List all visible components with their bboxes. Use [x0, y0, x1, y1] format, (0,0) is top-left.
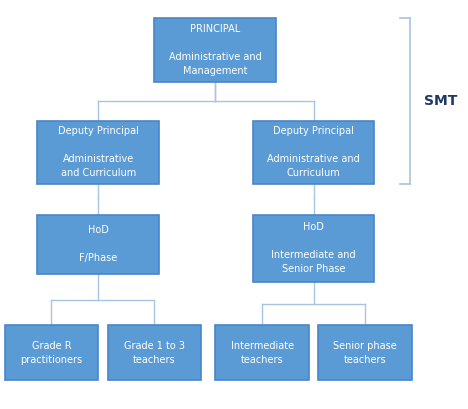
Text: PRINCIPAL

Administrative and
Management: PRINCIPAL Administrative and Management: [169, 24, 262, 76]
FancyBboxPatch shape: [215, 325, 309, 380]
FancyBboxPatch shape: [253, 121, 374, 184]
Text: Intermediate
teachers: Intermediate teachers: [231, 341, 293, 365]
Text: HoD

F/Phase: HoD F/Phase: [79, 225, 117, 263]
Text: Deputy Principal

Administrative and
Curriculum: Deputy Principal Administrative and Curr…: [267, 126, 360, 178]
FancyBboxPatch shape: [37, 121, 159, 184]
Text: Grade 1 to 3
teachers: Grade 1 to 3 teachers: [124, 341, 185, 365]
Text: Grade R
practitioners: Grade R practitioners: [21, 341, 82, 365]
FancyBboxPatch shape: [37, 215, 159, 274]
Text: HoD

Intermediate and
Senior Phase: HoD Intermediate and Senior Phase: [271, 222, 356, 274]
Text: Senior phase
teachers: Senior phase teachers: [333, 341, 397, 365]
FancyBboxPatch shape: [318, 325, 412, 380]
Text: Deputy Principal

Administrative
and Curriculum: Deputy Principal Administrative and Curr…: [58, 126, 139, 178]
Text: SMT: SMT: [424, 94, 457, 108]
FancyBboxPatch shape: [154, 18, 276, 82]
FancyBboxPatch shape: [108, 325, 201, 380]
FancyBboxPatch shape: [253, 215, 374, 282]
FancyBboxPatch shape: [5, 325, 98, 380]
